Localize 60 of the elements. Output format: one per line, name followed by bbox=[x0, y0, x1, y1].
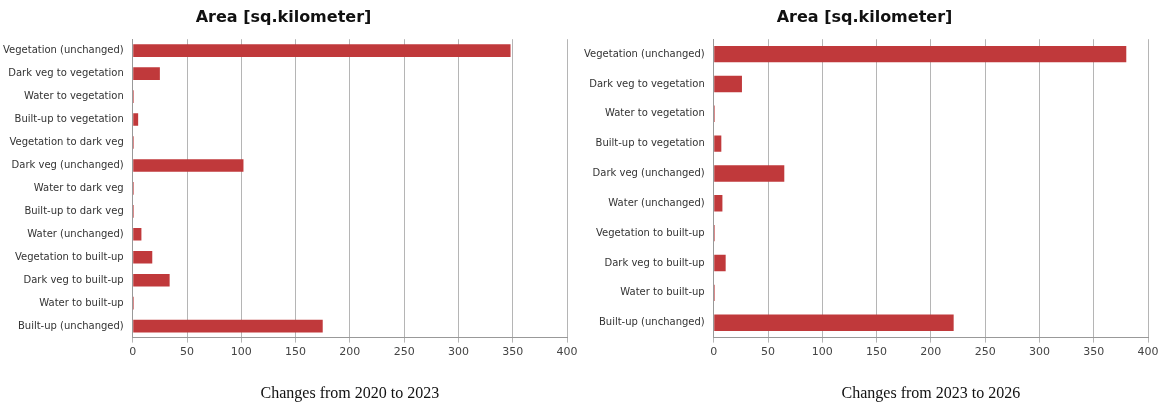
bar bbox=[714, 135, 722, 152]
y-tick-label: Dark veg (unchanged) bbox=[592, 167, 705, 179]
x-axis-title: Changes from 2020 to 2023 bbox=[260, 383, 440, 402]
y-tick-label: Built-up to vegetation bbox=[14, 113, 124, 125]
y-tick-label: Dark veg to built-up bbox=[604, 256, 705, 268]
y-tick-label: Water (unchanged) bbox=[27, 227, 124, 239]
bar bbox=[133, 159, 244, 172]
x-tick-label: 350 bbox=[1083, 345, 1105, 359]
y-tick-label: Dark veg to vegetation bbox=[589, 77, 705, 89]
y-tick-label: Dark veg to built-up bbox=[23, 273, 124, 285]
x-tick-label: 250 bbox=[393, 345, 415, 359]
y-tick-label: Water to built-up bbox=[620, 286, 705, 298]
y-tick-label: Built-up to dark veg bbox=[24, 204, 124, 216]
y-tick-label: Vegetation to dark veg bbox=[9, 136, 124, 148]
y-tick-label: Built-up (unchanged) bbox=[598, 316, 705, 328]
x-tick-label: 400 bbox=[556, 345, 578, 359]
x-tick-label: 150 bbox=[866, 345, 888, 359]
bar bbox=[133, 228, 142, 241]
bar bbox=[133, 113, 139, 126]
bar bbox=[714, 195, 723, 212]
bar bbox=[714, 254, 726, 272]
x-tick-label: 100 bbox=[811, 345, 833, 359]
x-axis-title: Changes from 2023 to 2026 bbox=[841, 383, 1021, 402]
y-tick-label: Water (unchanged) bbox=[608, 196, 705, 208]
x-tick-label: 100 bbox=[230, 345, 252, 359]
x-tick-label: 200 bbox=[920, 345, 942, 359]
x-tick-label: 0 bbox=[710, 345, 718, 359]
y-tick-label: Vegetation to built-up bbox=[595, 226, 705, 238]
x-tick-label: 250 bbox=[974, 345, 996, 359]
x-tick-label: 50 bbox=[180, 345, 195, 359]
x-tick-label: 0 bbox=[129, 345, 137, 359]
x-tick-label: 150 bbox=[285, 345, 307, 359]
y-tick-label: Water to dark veg bbox=[33, 181, 124, 193]
bar bbox=[133, 67, 160, 80]
y-tick-label: Built-up to vegetation bbox=[595, 137, 705, 149]
y-tick-label: Vegetation to built-up bbox=[14, 250, 124, 262]
y-tick-label: Built-up (unchanged) bbox=[17, 319, 124, 331]
x-tick-label: 300 bbox=[447, 345, 469, 359]
bar bbox=[133, 44, 511, 57]
x-tick-label: 400 bbox=[1137, 345, 1159, 359]
x-tick-label: 350 bbox=[502, 345, 524, 359]
bar bbox=[133, 250, 153, 264]
bar bbox=[714, 75, 742, 93]
bar bbox=[133, 273, 170, 287]
bar bbox=[714, 45, 1127, 63]
chart-title: Area [sq.kilometer] bbox=[195, 6, 372, 26]
bar bbox=[133, 319, 323, 333]
y-tick-label: Vegetation (unchanged) bbox=[583, 47, 705, 59]
x-tick-label: 200 bbox=[339, 345, 361, 359]
bar bbox=[714, 165, 785, 182]
y-tick-label: Dark veg (unchanged) bbox=[11, 159, 124, 171]
y-tick-label: Dark veg to vegetation bbox=[8, 67, 124, 79]
chart-title: Area [sq.kilometer] bbox=[776, 6, 953, 26]
y-tick-label: Water to vegetation bbox=[23, 90, 124, 102]
y-tick-label: Water to built-up bbox=[39, 296, 124, 308]
y-tick-label: Vegetation (unchanged) bbox=[2, 44, 124, 56]
y-tick-label: Water to vegetation bbox=[604, 107, 705, 119]
bar bbox=[714, 314, 954, 331]
x-tick-label: 300 bbox=[1028, 345, 1050, 359]
x-tick-label: 50 bbox=[761, 345, 776, 359]
